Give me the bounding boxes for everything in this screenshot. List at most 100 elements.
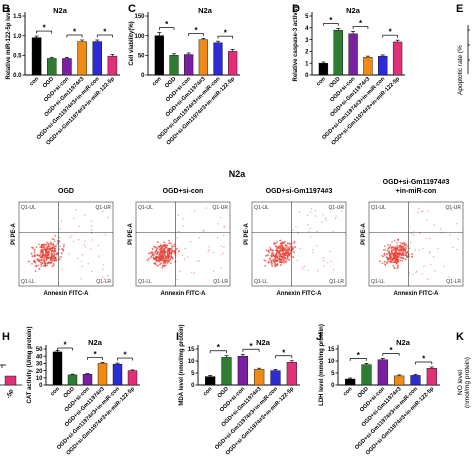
flow-event-dot bbox=[283, 261, 286, 264]
flow-event-dot bbox=[297, 232, 299, 234]
significance-star: * bbox=[93, 350, 97, 359]
flow-event-dot bbox=[405, 255, 408, 257]
flow-event-dot bbox=[165, 246, 168, 249]
flow-y-label: PI PE-A bbox=[361, 222, 367, 244]
flow-event-dot bbox=[169, 247, 172, 250]
flow-event-dot bbox=[383, 249, 385, 251]
flow-event-dot bbox=[321, 221, 323, 224]
flow-event-dot bbox=[202, 230, 204, 232]
flow-event-dot bbox=[392, 253, 395, 255]
flow-event-dot bbox=[324, 217, 327, 219]
flow-event-dot bbox=[307, 224, 309, 226]
flow-event-dot bbox=[386, 262, 389, 264]
flow-event-dot bbox=[182, 218, 184, 220]
flow-event-dot bbox=[402, 246, 404, 248]
flow-event-dot bbox=[31, 263, 33, 265]
flow-event-dot bbox=[163, 264, 166, 267]
flow-event-dot bbox=[50, 255, 53, 258]
flow-event-dot bbox=[280, 264, 282, 266]
flow-event-dot bbox=[90, 232, 93, 234]
quadrant-label-ul: Q1-UL bbox=[371, 205, 386, 211]
flow-x-label: Annexin FITC-A bbox=[394, 291, 440, 297]
flow-event-dot bbox=[274, 262, 276, 265]
flow-event-dot bbox=[383, 245, 386, 248]
flow-event-dot bbox=[38, 258, 41, 261]
flow-event-dot bbox=[284, 247, 287, 250]
flow-event-dot bbox=[285, 246, 288, 249]
flow-event-dot bbox=[45, 255, 47, 258]
flow-event-dot bbox=[272, 253, 275, 256]
flow-event-dot bbox=[390, 252, 393, 255]
flow-event-dot bbox=[317, 270, 319, 272]
flow-event-dot bbox=[392, 264, 395, 267]
flow-event-dot bbox=[379, 260, 381, 263]
flow-panel-2: OGD+si-con Q1-UL Q1-UR Q1-LL Q1-LR Annexin FI… bbox=[128, 188, 231, 297]
flow-event-dot bbox=[153, 245, 155, 248]
panel-g-tick: -5p bbox=[6, 388, 15, 399]
flow-event-dot bbox=[162, 259, 165, 262]
flow-event-dot bbox=[277, 253, 280, 256]
flow-event-dot bbox=[450, 209, 452, 211]
flow-event-dot bbox=[399, 244, 402, 247]
flow-event-dot bbox=[417, 211, 419, 213]
flow-event-dot bbox=[402, 254, 405, 257]
flow-event-dot bbox=[315, 215, 317, 217]
flow-plot-frame bbox=[368, 201, 464, 287]
flow-event-dot bbox=[196, 260, 198, 262]
y-axis-label: CAT activity (U/mg protein) bbox=[27, 327, 33, 404]
flow-event-dot bbox=[386, 258, 389, 261]
flow-event-dot bbox=[63, 243, 65, 246]
flow-event-dot bbox=[280, 247, 283, 250]
bar bbox=[270, 370, 281, 386]
flow-event-dot bbox=[98, 255, 100, 257]
flow-event-dot bbox=[178, 230, 180, 232]
flow-event-dot bbox=[61, 247, 64, 250]
flow-event-dot bbox=[276, 241, 279, 244]
flow-event-dot bbox=[44, 262, 47, 265]
flow-event-dot bbox=[419, 232, 421, 234]
flow-event-dot bbox=[71, 235, 73, 237]
flow-event-dot bbox=[404, 246, 407, 248]
bar bbox=[348, 33, 358, 76]
flow-event-dot bbox=[170, 262, 172, 264]
flow-event-dot bbox=[81, 254, 84, 256]
flow-event-dot bbox=[388, 250, 390, 253]
bar bbox=[378, 55, 388, 76]
flow-event-dot bbox=[148, 252, 150, 255]
flow-event-dot bbox=[53, 248, 56, 250]
flow-event-dot bbox=[284, 249, 287, 252]
x-tick-label: con bbox=[316, 76, 328, 88]
flow-event-dot bbox=[147, 258, 150, 260]
flow-event-dot bbox=[217, 223, 219, 225]
flow-event-dot bbox=[39, 246, 42, 248]
flow-event-dot bbox=[44, 248, 46, 251]
flow-event-dot bbox=[281, 246, 284, 249]
flow-event-dot bbox=[69, 236, 71, 239]
flow-event-dot bbox=[287, 246, 289, 248]
flow-event-dot bbox=[455, 248, 458, 251]
flow-event-dot bbox=[391, 261, 393, 264]
chart-title: N2a bbox=[88, 338, 103, 347]
flow-event-dot bbox=[280, 259, 283, 262]
flow-event-dot bbox=[161, 244, 164, 247]
flow-event-dot bbox=[282, 249, 285, 252]
flow-event-dot bbox=[168, 239, 170, 242]
bar bbox=[254, 369, 265, 386]
flow-event-dot bbox=[399, 256, 402, 259]
flow-event-dot bbox=[56, 240, 59, 242]
flow-event-dot bbox=[173, 250, 176, 253]
flow-event-dot bbox=[407, 255, 410, 258]
panel-letter-e: E bbox=[456, 3, 463, 15]
flow-event-dot bbox=[53, 240, 56, 243]
flow-event-dot bbox=[73, 217, 75, 219]
flow-event-dot bbox=[33, 248, 36, 251]
flow-event-dot bbox=[177, 247, 179, 249]
quadrant-label-ur: Q1-UR bbox=[445, 205, 461, 211]
flow-event-dot bbox=[187, 256, 189, 258]
flow-event-dot bbox=[385, 256, 388, 259]
flow-event-dot bbox=[399, 259, 402, 262]
flow-event-dot bbox=[189, 241, 192, 243]
flow-event-dot bbox=[53, 250, 55, 252]
flow-event-dot bbox=[52, 262, 55, 265]
flow-event-dot bbox=[285, 260, 288, 262]
